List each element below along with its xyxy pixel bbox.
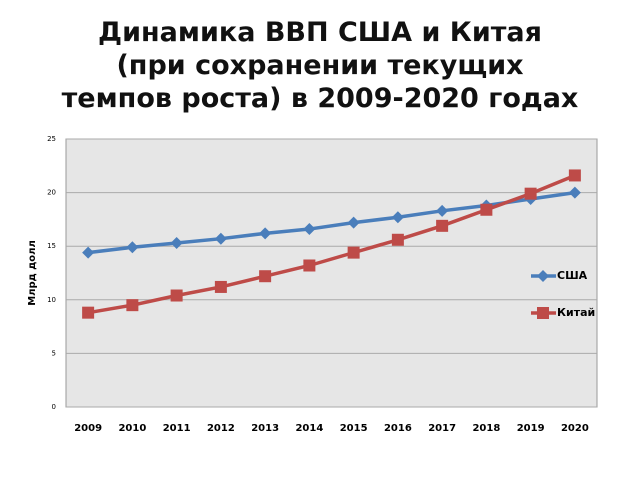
marker <box>568 186 581 199</box>
series-line <box>87 190 576 255</box>
x-tick-label: 2014 <box>295 423 323 434</box>
marker <box>347 216 360 229</box>
x-tick-label: 2019 <box>517 423 545 434</box>
marker <box>170 289 183 302</box>
y-tick-label: 5 <box>52 349 56 357</box>
marker <box>480 203 493 216</box>
x-tick-label: 2009 <box>74 423 102 434</box>
series-line <box>87 173 576 315</box>
x-tick-label: 2011 <box>163 423 191 434</box>
marker <box>126 241 139 254</box>
y-tick-label: 10 <box>47 296 56 304</box>
y-tick-label: 20 <box>47 189 56 197</box>
x-tick-label: 2015 <box>340 423 368 434</box>
marker <box>82 306 95 319</box>
x-tick-label: 2020 <box>561 423 589 434</box>
chart-title: Динамика ВВП США и Китая (при сохранении… <box>61 17 579 114</box>
x-tick-label: 2017 <box>428 423 456 434</box>
marker <box>259 270 272 283</box>
legend-marker <box>537 307 549 319</box>
marker <box>82 246 95 259</box>
marker <box>436 219 449 232</box>
marker <box>214 280 227 293</box>
x-tick-label: 2010 <box>118 423 146 434</box>
marker <box>214 232 227 245</box>
marker <box>170 236 183 249</box>
plot-area <box>65 138 598 408</box>
legend-label: Китай <box>557 306 595 319</box>
marker <box>259 227 272 240</box>
marker <box>568 169 581 182</box>
marker <box>303 259 316 272</box>
marker <box>347 246 360 259</box>
x-tick-label: 2012 <box>207 423 235 434</box>
marker <box>303 223 316 236</box>
x-tick-label: 2016 <box>384 423 412 434</box>
y-tick-label: 25 <box>47 135 56 143</box>
legend-label: США <box>557 269 588 282</box>
y-tick-label: 15 <box>47 242 56 250</box>
x-tick-label: 2013 <box>251 423 279 434</box>
marker <box>391 233 404 246</box>
x-tick-label: 2018 <box>472 423 500 434</box>
y-axis-label: Млрд долл <box>27 240 38 306</box>
marker <box>436 204 449 217</box>
marker <box>524 187 537 200</box>
marker <box>126 299 139 312</box>
legend-marker <box>537 270 549 282</box>
y-tick-label: 0 <box>52 403 56 411</box>
marker <box>391 211 404 224</box>
